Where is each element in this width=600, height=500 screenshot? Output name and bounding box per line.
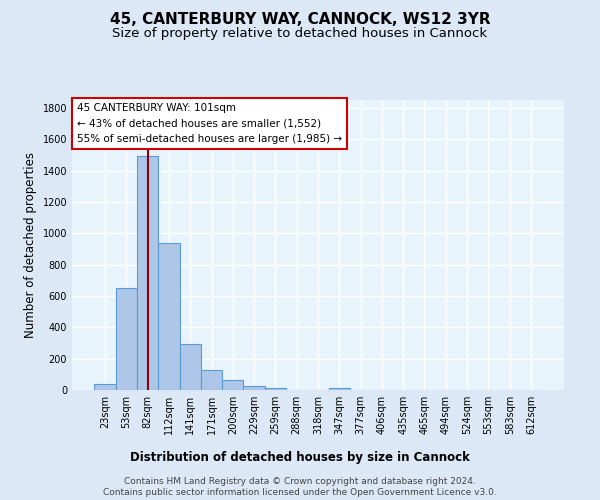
Y-axis label: Number of detached properties: Number of detached properties [24,152,37,338]
Bar [201,370,222,390]
Text: Contains HM Land Registry data © Crown copyright and database right 2024.: Contains HM Land Registry data © Crown c… [124,476,476,486]
Bar [265,388,286,390]
Text: Distribution of detached houses by size in Cannock: Distribution of detached houses by size … [130,451,470,464]
Bar [222,380,244,390]
Text: Contains public sector information licensed under the Open Government Licence v3: Contains public sector information licen… [103,488,497,497]
Bar [158,242,179,390]
Bar [137,156,158,390]
Text: 45 CANTERBURY WAY: 101sqm
← 43% of detached houses are smaller (1,552)
55% of se: 45 CANTERBURY WAY: 101sqm ← 43% of detac… [77,103,342,144]
Text: Size of property relative to detached houses in Cannock: Size of property relative to detached ho… [112,28,488,40]
Bar [116,288,137,390]
Bar [179,344,201,390]
Text: 45, CANTERBURY WAY, CANNOCK, WS12 3YR: 45, CANTERBURY WAY, CANNOCK, WS12 3YR [110,12,490,28]
Bar [244,386,265,390]
Bar [329,388,350,390]
Bar [94,384,116,390]
